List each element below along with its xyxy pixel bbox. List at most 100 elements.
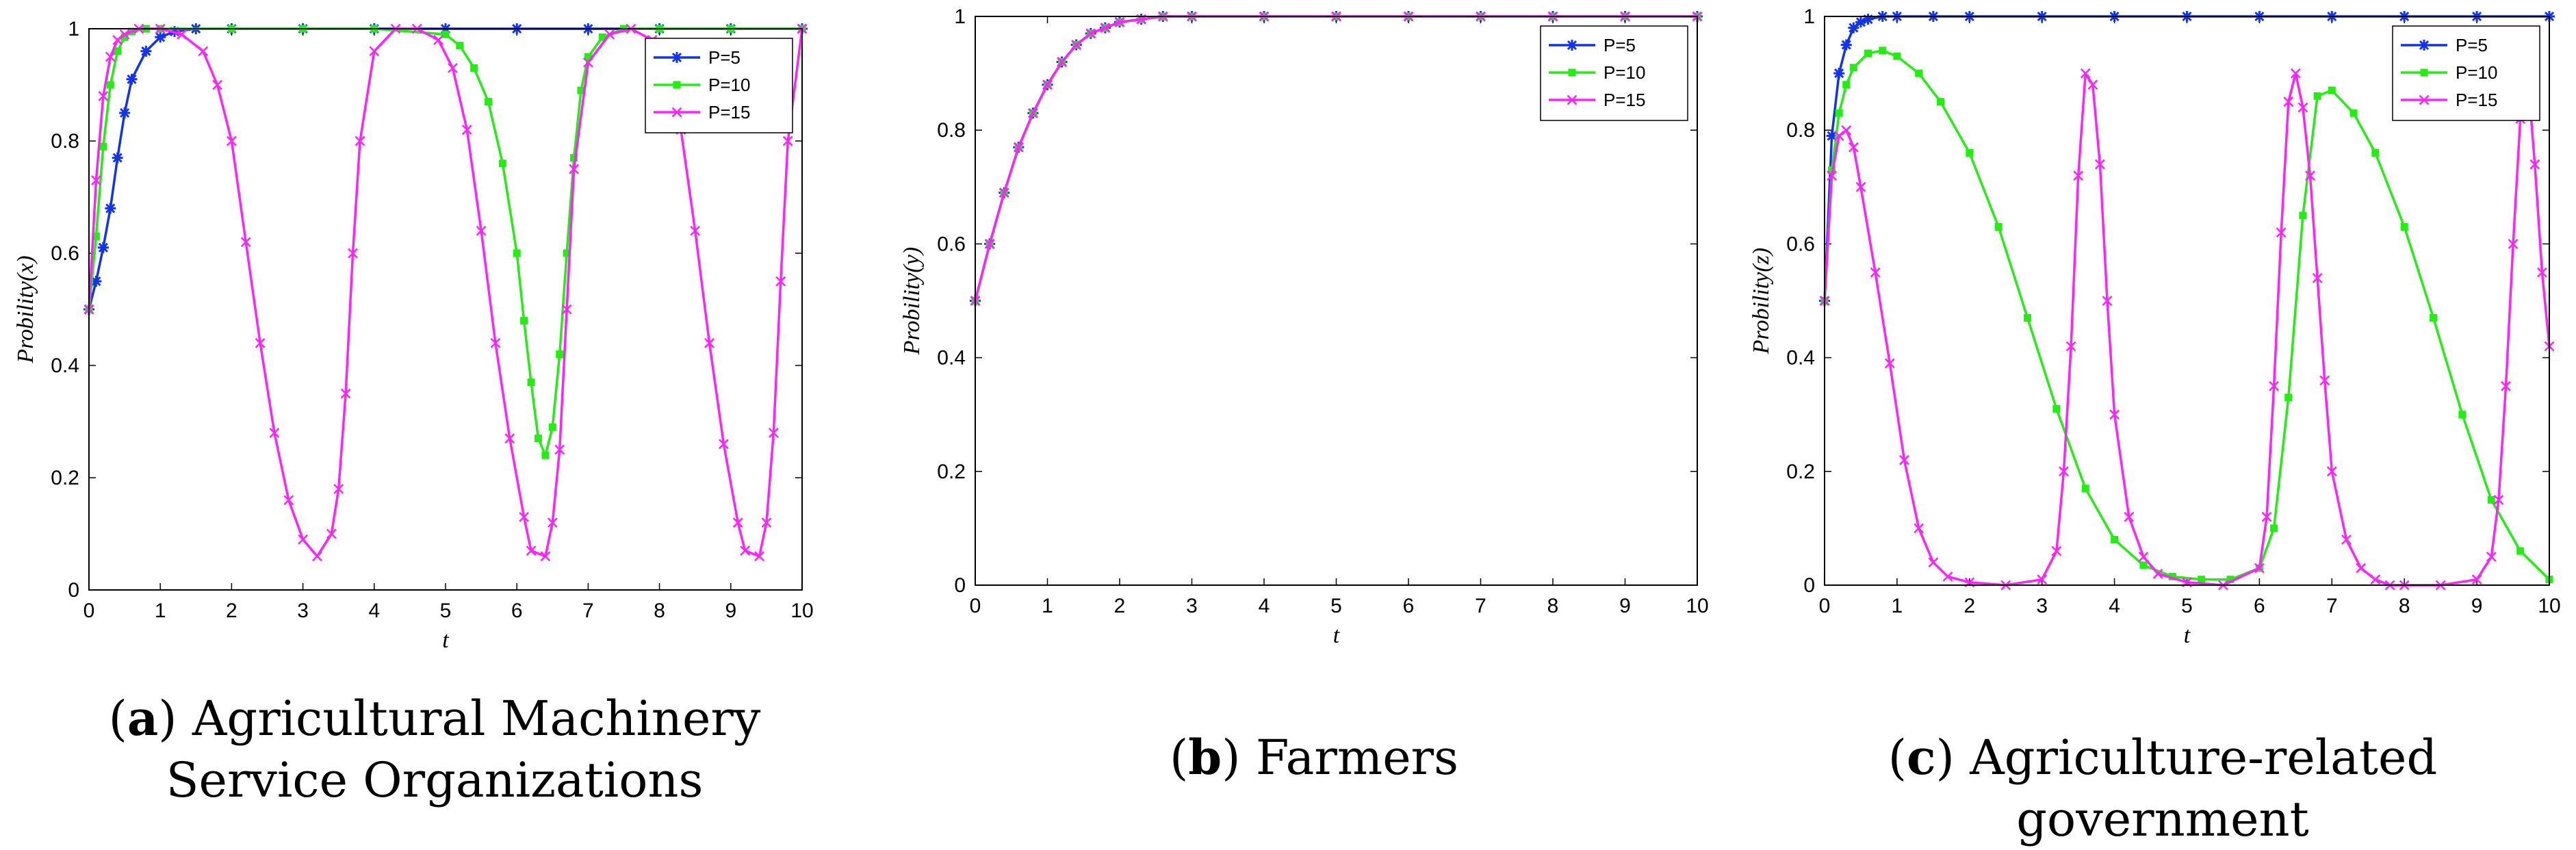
legend: P=5 P=10 P=15	[1540, 25, 1688, 121]
series-p-15	[83, 23, 808, 562]
legend-label: P=5	[1603, 35, 1636, 55]
data-point	[1848, 22, 1859, 34]
data-point	[2080, 68, 2091, 79]
data-point	[1840, 39, 1852, 51]
data-point	[1879, 47, 1887, 55]
data-point	[1848, 142, 1859, 153]
data-point	[768, 428, 779, 438]
data-point	[775, 276, 786, 287]
data-point	[2458, 411, 2466, 419]
data-point	[1100, 23, 1111, 34]
data-point	[255, 337, 266, 348]
data-point	[98, 91, 109, 101]
x-tick-label: 5	[2181, 595, 2193, 617]
axes-frame	[975, 16, 1698, 586]
data-point	[2052, 404, 2061, 413]
x-tick-label: 10	[790, 600, 813, 622]
data-point	[1864, 49, 1872, 57]
y-tick-label: 0	[954, 574, 966, 597]
legend-label: P=15	[708, 102, 750, 123]
data-point	[2299, 211, 2307, 220]
data-point	[2065, 341, 2076, 352]
data-point	[1855, 16, 1866, 28]
data-point	[1833, 131, 1844, 141]
data-point	[227, 136, 237, 146]
x-tick-label: 9	[1619, 595, 1631, 617]
y-tick-label: 0	[68, 579, 79, 602]
data-point	[2501, 381, 2511, 391]
data-point	[91, 175, 101, 185]
data-point	[1114, 16, 1125, 27]
legend-label: P=15	[1603, 90, 1645, 110]
chart-panel-b: 0 1 2 3 4 5 6 7 8 9 10 0 0.2 0.4 0.6 0.8 1 t Probility(y) P…	[899, 5, 1709, 648]
y-axis-label: Probility(z)	[1749, 248, 1774, 355]
data-point	[2370, 574, 2381, 585]
legend: P=5 P=10 P=15	[645, 38, 793, 133]
x-tick-label: 5	[1330, 595, 1342, 617]
legend-label: P=5	[2456, 35, 2488, 55]
caption-a-letter: a	[127, 690, 159, 747]
y-tick-label: 1	[1803, 5, 1815, 28]
y-tick-label: 1	[954, 5, 966, 28]
data-point	[2430, 313, 2438, 322]
data-point	[476, 225, 487, 236]
legend-marker	[1568, 68, 1576, 77]
data-point	[126, 73, 138, 85]
data-point	[490, 337, 501, 348]
data-point	[604, 29, 615, 40]
x-tick-label: 2	[1963, 595, 1975, 617]
y-tick-label: 1	[68, 18, 79, 40]
axes-frame	[88, 28, 803, 591]
data-point	[561, 304, 572, 315]
data-point	[2356, 563, 2367, 574]
data-point	[556, 350, 564, 359]
data-point	[2276, 227, 2287, 238]
axes-frame	[1824, 16, 2550, 586]
legend-marker	[673, 81, 681, 89]
data-point	[2312, 272, 2323, 283]
x-axis-label: t	[1333, 623, 1341, 648]
data-point	[155, 31, 166, 43]
x-tick-label: 4	[1259, 595, 1270, 617]
data-point	[119, 29, 130, 40]
data-point	[2371, 149, 2380, 157]
x-tick-label: 2	[226, 600, 237, 622]
x-tick-label: 8	[2399, 595, 2410, 617]
x-tick-label: 6	[511, 600, 523, 622]
data-point	[2328, 86, 2336, 94]
x-tick-label: 0	[970, 595, 981, 617]
data-point	[2095, 159, 2105, 170]
data-point	[348, 248, 358, 259]
caption-a-text: Agricultural Machinery Service Organizat…	[166, 691, 761, 808]
data-point	[2305, 170, 2315, 181]
legend-marker	[671, 107, 682, 118]
data-point	[2198, 576, 2206, 584]
data-point	[2152, 568, 2163, 579]
data-point	[2270, 524, 2278, 532]
legend-label: P=5	[708, 47, 740, 68]
series-p-15	[1819, 68, 2555, 591]
data-point	[1833, 68, 1845, 79]
data-point	[534, 435, 542, 443]
data-point	[504, 433, 515, 443]
data-point	[2529, 159, 2540, 170]
data-point	[2313, 92, 2321, 100]
data-point	[1994, 222, 2002, 231]
data-point	[1928, 557, 1939, 568]
data-point	[2109, 409, 2120, 420]
data-point	[1827, 170, 1837, 181]
data-point	[369, 46, 380, 57]
data-point	[326, 528, 337, 539]
x-tick-label: 9	[725, 600, 736, 622]
x-tick-label: 0	[1819, 595, 1831, 617]
data-point	[298, 534, 308, 545]
data-point	[1855, 181, 1866, 192]
data-point	[340, 388, 351, 399]
x-tick-label: 4	[368, 600, 380, 622]
x-tick-label: 3	[297, 600, 309, 622]
y-tick-label: 0	[1803, 574, 1815, 597]
data-point	[269, 428, 280, 438]
data-point	[2284, 394, 2293, 402]
x-tick-label: 10	[1686, 595, 1708, 617]
